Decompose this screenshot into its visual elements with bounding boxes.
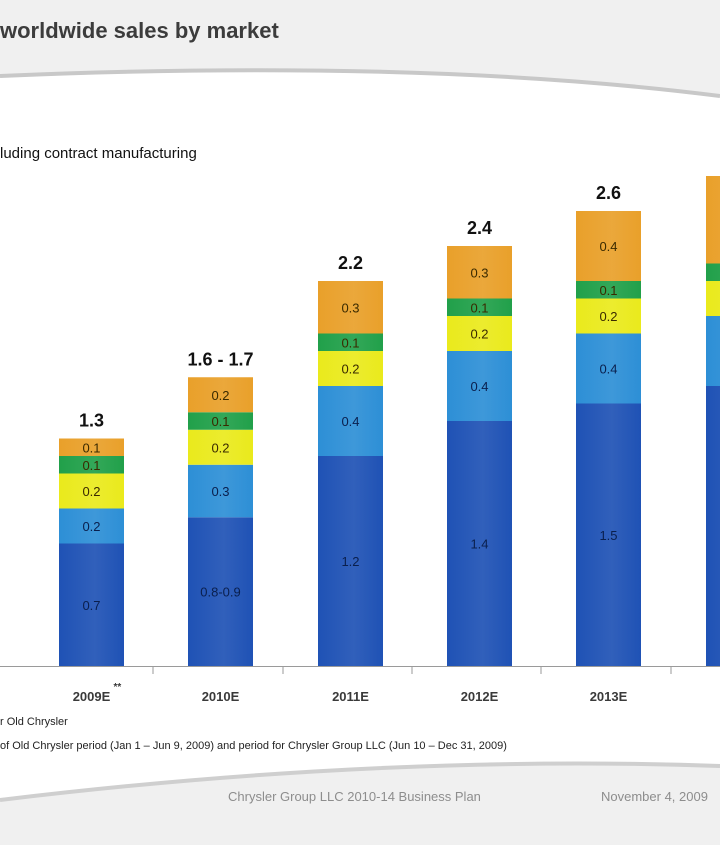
bar-segment-yellow <box>447 316 512 351</box>
bar-segment-label: 1.2 <box>341 554 359 569</box>
bar-segment-green <box>447 298 512 316</box>
bar-segment-green <box>576 281 641 299</box>
x-tick-label: 2011E <box>332 689 369 704</box>
bar-segment-green <box>318 333 383 351</box>
bar-segment-dark_blue <box>318 456 383 666</box>
bar-segment-label: 0.1 <box>470 300 488 315</box>
bar-segment-dark_blue <box>447 421 512 666</box>
bar-segment-dark_blue <box>188 517 253 666</box>
bar-segment-orange <box>447 246 512 299</box>
bar-segment-green <box>188 412 253 430</box>
bar-segment-label: 0.4 <box>599 239 617 254</box>
bar-segment-light_blue <box>447 351 512 421</box>
bar-segment-green <box>706 263 720 281</box>
x-tick-label-suffix: ** <box>114 682 122 693</box>
bar-total-label: 2.4 <box>467 218 492 238</box>
bar-segment-label: 0.4 <box>599 362 617 377</box>
bar-segment-yellow <box>576 298 641 334</box>
bar-segment-yellow <box>318 351 383 386</box>
chart-subtitle: luding contract manufacturing <box>0 145 197 162</box>
bar-segment-label: 0.3 <box>211 484 229 499</box>
bar-segment-dark_blue <box>59 543 124 666</box>
bar-segment-light_blue <box>59 508 124 544</box>
bar-segment-light_blue <box>706 316 720 386</box>
bar-segment-label: 0.4 <box>470 379 488 394</box>
x-tick-label: 2012E <box>461 689 499 704</box>
bar-segment-light_blue <box>188 464 253 518</box>
bar-segment-label: 0.1 <box>82 440 100 455</box>
bar-segment-yellow <box>706 281 720 316</box>
bar-total-label: 1.6 - 1.7 <box>187 349 253 369</box>
x-tick-label: 2013E <box>590 689 628 704</box>
bar-segment-orange <box>706 176 720 264</box>
bar-segment-orange <box>576 211 641 281</box>
bar-total-label: 1.3 <box>79 411 104 431</box>
bar-segment-label: 0.3 <box>470 265 488 280</box>
footer-date: November 4, 2009 <box>601 789 708 804</box>
stacked-bar-chart: 0.7 0.2 0.2 0.1 0.1 1.3 2009E** 0.8-0.9 0.3 0.2 0.… <box>0 176 720 704</box>
bar-segment-dark_blue <box>576 403 641 666</box>
bar-segment-label: 0.2 <box>470 327 488 342</box>
bar-segment-yellow <box>59 473 124 509</box>
footer-plan-title: Chrysler Group LLC 2010-14 Business Plan <box>228 789 481 804</box>
bar-segment-label: 0.2 <box>599 309 617 324</box>
bar-segment-label: 0.2 <box>82 484 100 499</box>
bar-segment-yellow <box>188 429 253 465</box>
header-band <box>0 0 720 98</box>
bar-segment-label: 1.4 <box>470 537 488 552</box>
footnote-2: of Old Chrysler period (Jan 1 – Jun 9, 2… <box>0 740 507 752</box>
bar-total-label: 2.6 <box>596 183 621 203</box>
bar-segment-label: 0.2 <box>82 519 100 534</box>
bar-segment-dark_blue <box>706 386 720 666</box>
x-tick-label: 2010E <box>202 689 240 704</box>
bar-segment-label: 0.1 <box>599 283 617 298</box>
bar-segment-orange <box>188 377 253 413</box>
bar-segment-label: 0.2 <box>211 388 229 403</box>
bar-segment-label: 0.1 <box>82 458 100 473</box>
bar-total-label: 2.2 <box>338 253 363 273</box>
page-title: worldwide sales by market <box>0 18 279 43</box>
bar-segment-label: 0.3 <box>341 300 359 315</box>
bar-segment-label: 0.8-0.9 <box>200 585 240 600</box>
x-tick-label: 2009E <box>73 689 111 704</box>
footnote-1: r Old Chrysler <box>0 716 68 728</box>
bar-segment-orange <box>318 281 383 334</box>
bar-segment-orange <box>59 438 124 456</box>
bar-segment-light_blue <box>576 333 641 404</box>
bar-segment-label: 0.1 <box>211 414 229 429</box>
bar-segment-label: 0.1 <box>341 335 359 350</box>
bar-segment-green <box>59 456 124 474</box>
bar-segment-light_blue <box>318 386 383 456</box>
bar-segment-label: 0.4 <box>341 414 359 429</box>
bar-segment-label: 0.2 <box>341 362 359 377</box>
bar-segment-label: 0.2 <box>211 440 229 455</box>
bar-segment-label: 0.7 <box>82 598 100 613</box>
bar-segment-label: 1.5 <box>599 528 617 543</box>
footer-band <box>0 761 720 845</box>
